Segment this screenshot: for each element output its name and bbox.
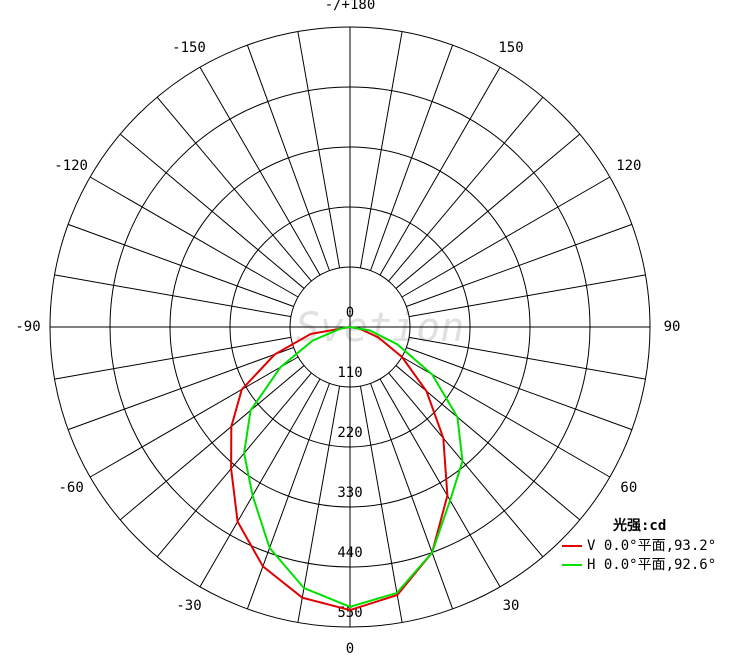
angle-tick-label: 0 <box>346 641 354 657</box>
angle-tick-label: -/+180 <box>325 0 376 13</box>
r-tick-label: 110 <box>337 365 362 381</box>
r-tick-label: 330 <box>337 485 362 501</box>
angle-tick-label: 120 <box>616 158 641 174</box>
angle-tick-label: 30 <box>503 598 520 614</box>
angle-tick-label: -150 <box>172 40 206 56</box>
angle-tick-label: -90 <box>15 319 40 335</box>
angle-tick-label: 150 <box>498 40 523 56</box>
legend-title: 光强:cd <box>612 517 666 534</box>
ring <box>289 266 411 388</box>
ring <box>169 146 531 508</box>
ring <box>229 206 471 448</box>
ring <box>49 26 651 628</box>
r-tick-label: 220 <box>337 425 362 441</box>
angle-tick-label: -30 <box>176 598 201 614</box>
angle-tick-label: -60 <box>58 480 83 496</box>
series-line <box>243 326 464 608</box>
angle-tick-label: 60 <box>620 480 637 496</box>
r-tick-label: 440 <box>337 545 362 561</box>
angle-tick-label: 90 <box>664 319 681 335</box>
legend-label: V 0.0°平面,93.2° <box>587 538 716 554</box>
r-tick-label: 0 <box>346 305 354 321</box>
watermark: Svetion <box>296 305 465 351</box>
legend-label: H 0.0°平面,92.6° <box>587 557 716 573</box>
series-line <box>230 326 449 612</box>
angle-tick-label: -120 <box>54 158 88 174</box>
ring <box>109 86 591 568</box>
